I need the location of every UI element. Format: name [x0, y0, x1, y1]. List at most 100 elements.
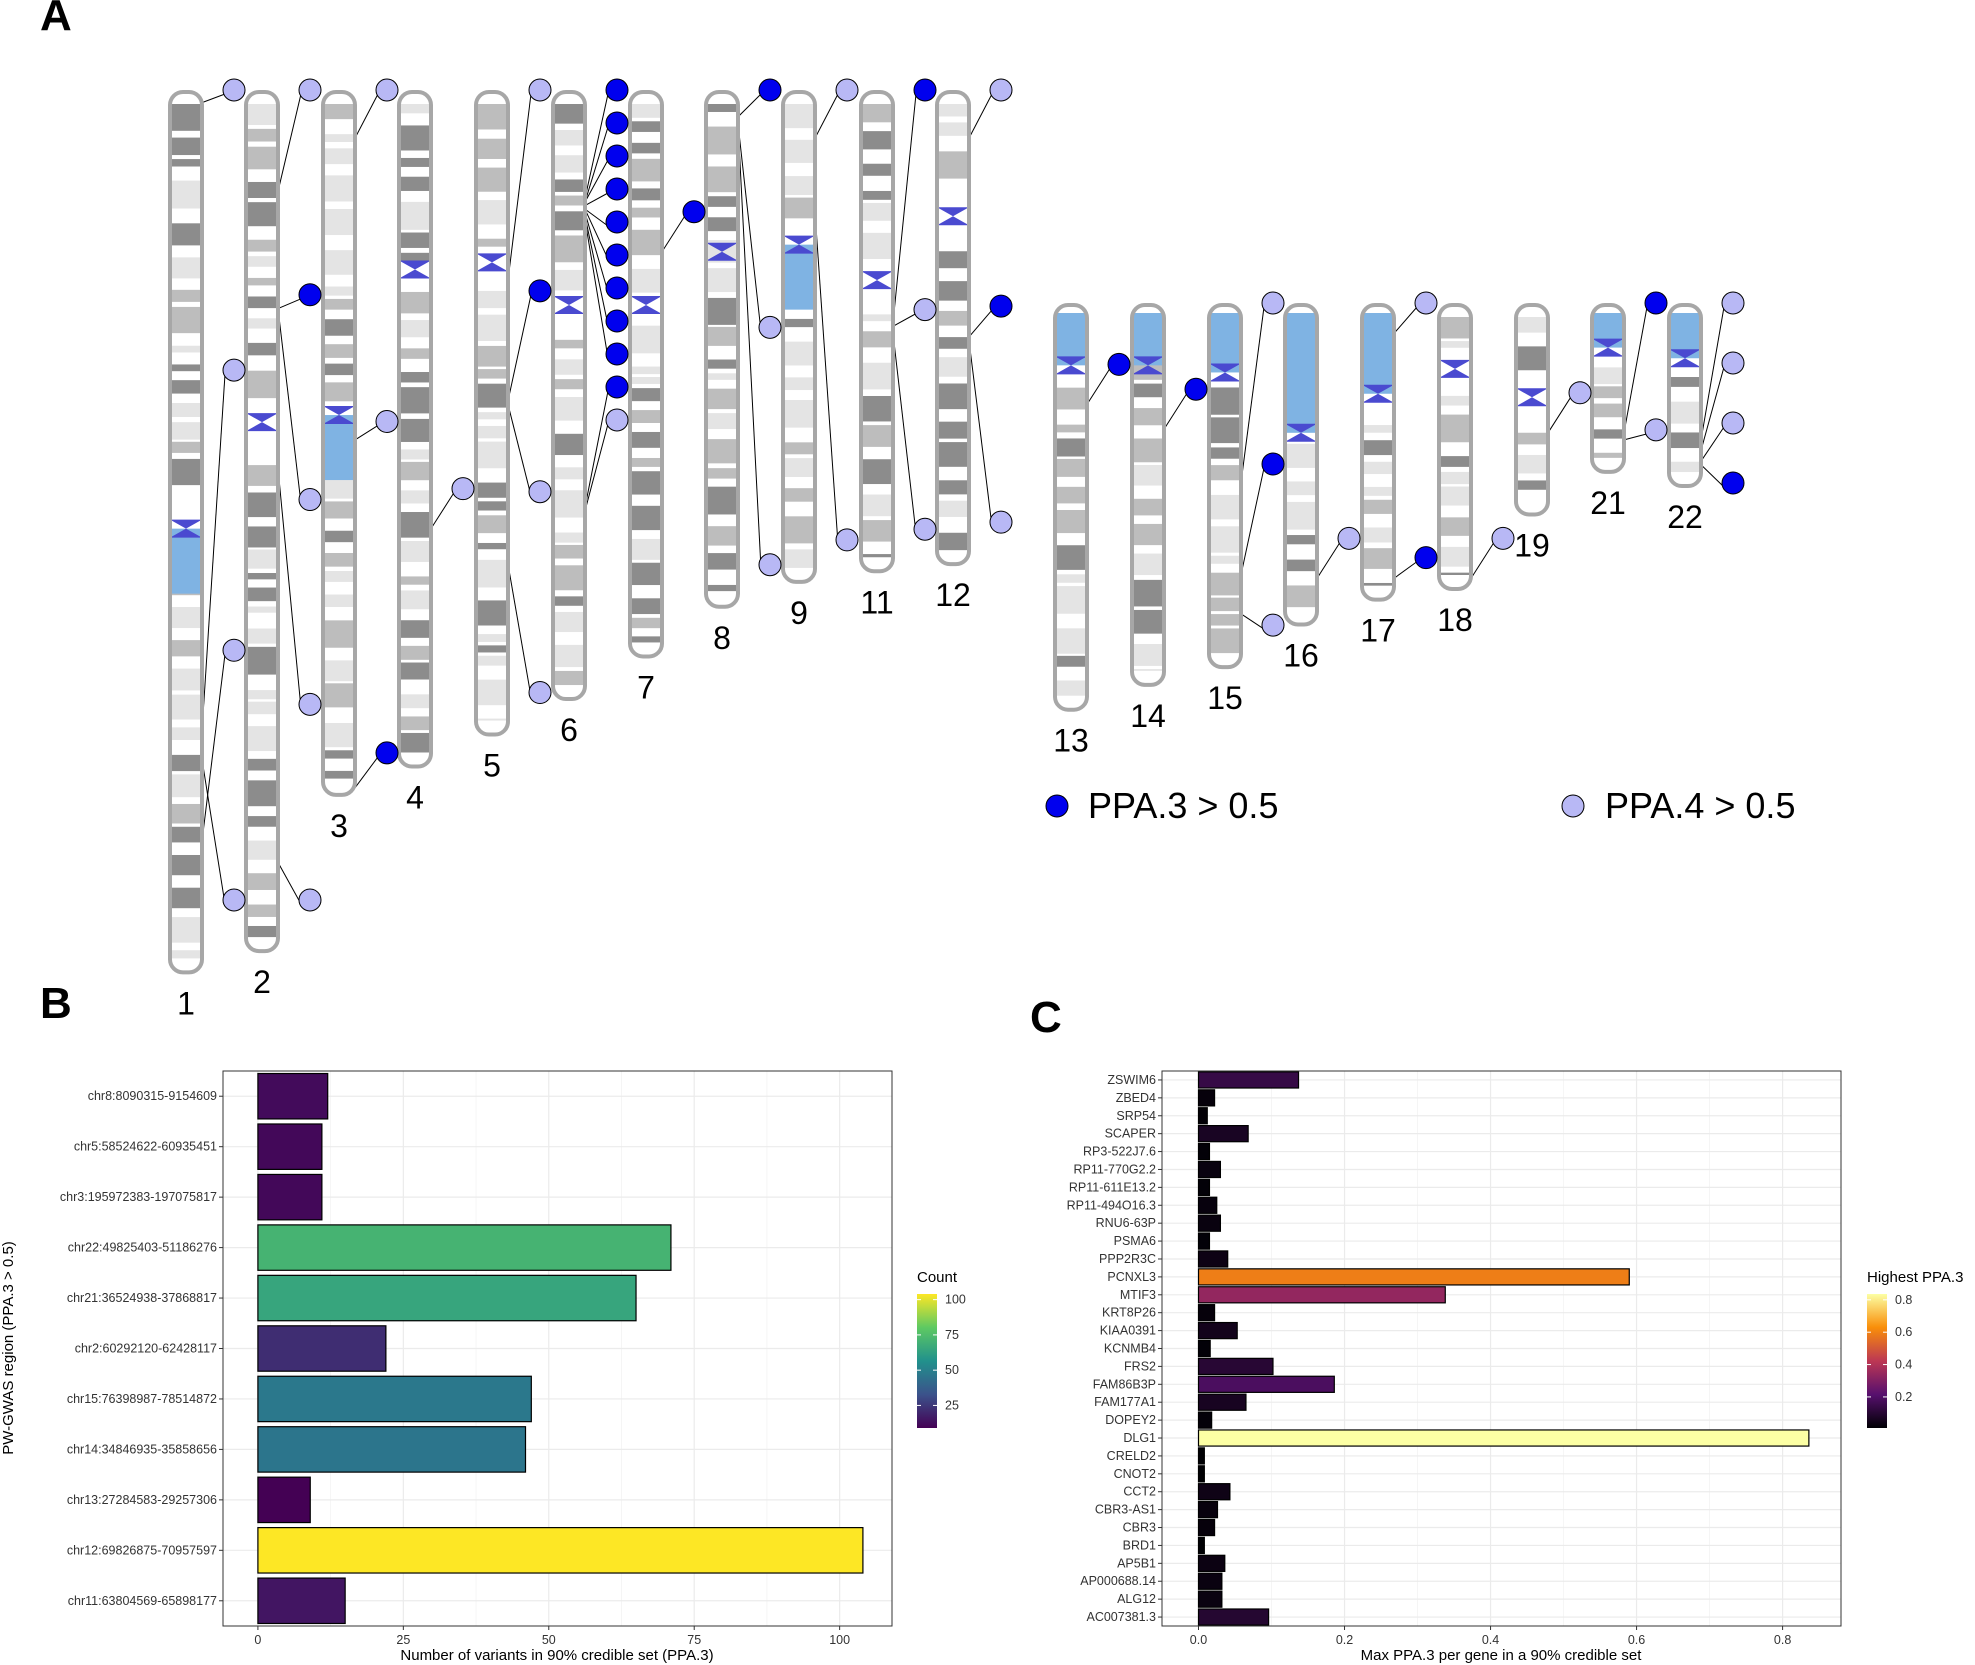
c-legend-tick-label: 0.6	[1895, 1325, 1912, 1339]
marker-ppa4-chr1	[222, 78, 246, 102]
c-y-tick-label: KIAA0391	[1100, 1324, 1156, 1338]
chromosome-12	[935, 90, 971, 567]
marker-ppa3-chr6	[605, 111, 629, 135]
chromosome-label-4: 4	[406, 780, 424, 816]
chromosome-5	[474, 90, 510, 737]
b-x-tick-labels: 0 25 50 75 100	[254, 1626, 850, 1647]
chromosome-22	[1667, 303, 1703, 489]
c-bar-ALG12	[1197, 1590, 1223, 1608]
c-x-tick-label: 0.0	[1190, 1633, 1207, 1647]
marker-connector	[584, 219, 609, 359]
c-bar-MTIF3	[1197, 1286, 1446, 1304]
chromosome-label-18: 18	[1437, 602, 1473, 638]
marker-ppa4-chr5	[528, 480, 552, 504]
b-bar-chr12:69826875-70957597	[257, 1527, 864, 1574]
c-y-tick-label: SRP54	[1116, 1109, 1156, 1123]
marker-connector	[968, 93, 993, 139]
c-legend-tick-label: 0.2	[1895, 1390, 1912, 1404]
marker-ppa3-chr8	[758, 78, 782, 102]
marker-connector	[584, 159, 609, 203]
c-bar-DOPEY2	[1197, 1411, 1213, 1429]
c-bar-RNU6-63P	[1197, 1214, 1222, 1232]
chromosome-label-1: 1	[177, 985, 195, 1021]
c-y-tick-label: ZSWIM6	[1107, 1073, 1156, 1087]
b-y-tick-label: chr8:8090315-9154609	[88, 1089, 217, 1103]
marker-ppa3-chr22	[1721, 471, 1745, 495]
b-y-tick-labels: chr8:8090315-9154609 chr5:58524622-609354…	[60, 1089, 223, 1608]
marker-connector	[814, 212, 839, 544]
c-legend-tick-label: 0.4	[1895, 1358, 1912, 1372]
chromosome-16	[1283, 303, 1319, 627]
marker-ppa4-chr2	[298, 78, 322, 102]
marker-ppa4-chr16	[1337, 526, 1361, 550]
marker-connector	[1623, 306, 1648, 433]
marker-connector	[584, 423, 609, 512]
chromosome-4	[397, 90, 433, 769]
c-y-tick-label: CBR3	[1123, 1521, 1156, 1535]
marker-connector	[201, 654, 226, 842]
marker-connector	[737, 123, 762, 332]
c-y-tick-label: DOPEY2	[1105, 1413, 1156, 1427]
b-bar-chr15:76398987-78514872	[257, 1375, 532, 1423]
legend-ppa3-label: PPA.3 > 0.5	[1088, 785, 1278, 826]
c-y-tick-label: BRD1	[1123, 1538, 1156, 1552]
marker-ppa4-chr8	[758, 315, 782, 339]
c-x-tick-label: 0.2	[1336, 1633, 1353, 1647]
c-bar-CRELD2	[1197, 1447, 1205, 1465]
c-y-tick-label: KRT8P26	[1102, 1306, 1156, 1320]
b-y-tick-label: chr13:27284583-29257306	[67, 1493, 217, 1507]
marker-connector	[507, 564, 532, 697]
marker-connector	[1700, 426, 1725, 462]
chromosome-label-15: 15	[1207, 680, 1243, 716]
c-y-tick-label: DLG1	[1123, 1431, 1156, 1445]
marker-connector	[584, 208, 609, 227]
b-bar-chr5:58524622-60935451	[257, 1123, 323, 1170]
chromosome-2	[244, 90, 280, 954]
c-y-tick-label: SCAPER	[1105, 1127, 1156, 1141]
chromosome-label-7: 7	[637, 669, 655, 705]
marker-connector	[661, 215, 686, 253]
c-y-tick-label: KCNMB4	[1104, 1342, 1156, 1356]
marker-connector	[507, 294, 532, 401]
marker-ppa4-chr8	[758, 553, 782, 577]
marker-connector	[277, 862, 302, 905]
c-bar-PCNXL3	[1197, 1268, 1630, 1286]
c-gridlines	[1162, 1071, 1841, 1626]
marker-ppa3-chr5	[528, 279, 552, 303]
marker-connector	[892, 313, 917, 327]
b-y-tick-label: chr22:49825403-51186276	[68, 1241, 217, 1255]
b-y-tick-label: chr21:36524938-37868817	[67, 1291, 217, 1305]
marker-ppa4-chr1	[222, 358, 246, 382]
marker-connector	[277, 468, 302, 709]
c-bar-ZSWIM6	[1197, 1071, 1300, 1089]
chromosome-19	[1514, 303, 1550, 517]
marker-connector	[1547, 396, 1572, 434]
bar-chart-c: ZSWIM6 ZBED4 SRP54 SCAPER RP3-522J7.6 RP11-77…	[1067, 1070, 1963, 1664]
marker-connector	[201, 93, 226, 104]
b-legend-tick-label: 100	[945, 1293, 966, 1307]
marker-connector	[1316, 542, 1341, 579]
c-bar-DLG1	[1197, 1429, 1810, 1447]
c-bar-CBR3	[1197, 1518, 1216, 1537]
marker-connector	[1240, 613, 1265, 630]
b-bar-chr22:49825403-51186276	[257, 1224, 672, 1271]
chromosome-15	[1207, 303, 1243, 670]
c-y-tick-label: AC007381.3	[1086, 1610, 1156, 1624]
marker-connector	[737, 123, 762, 569]
chromosome-label-21: 21	[1590, 485, 1626, 521]
chromosome-label-14: 14	[1130, 698, 1166, 734]
c-bar-CBR3-AS1	[1197, 1500, 1219, 1519]
c-y-tick-label: RNU6-63P	[1096, 1216, 1156, 1230]
chromosome-21	[1590, 303, 1626, 474]
c-y-tick-label: RP11-611E13.2	[1069, 1180, 1156, 1194]
chromosome-3	[321, 90, 357, 797]
marker-ppa4-chr11	[913, 517, 937, 541]
marker-connector	[584, 390, 609, 508]
marker-ppa4-chr21	[1644, 418, 1668, 442]
ideogram-markers	[222, 78, 1745, 912]
chromosome-label-2: 2	[253, 964, 271, 1000]
marker-connector	[354, 93, 379, 139]
c-bar-SCAPER	[1197, 1125, 1249, 1143]
